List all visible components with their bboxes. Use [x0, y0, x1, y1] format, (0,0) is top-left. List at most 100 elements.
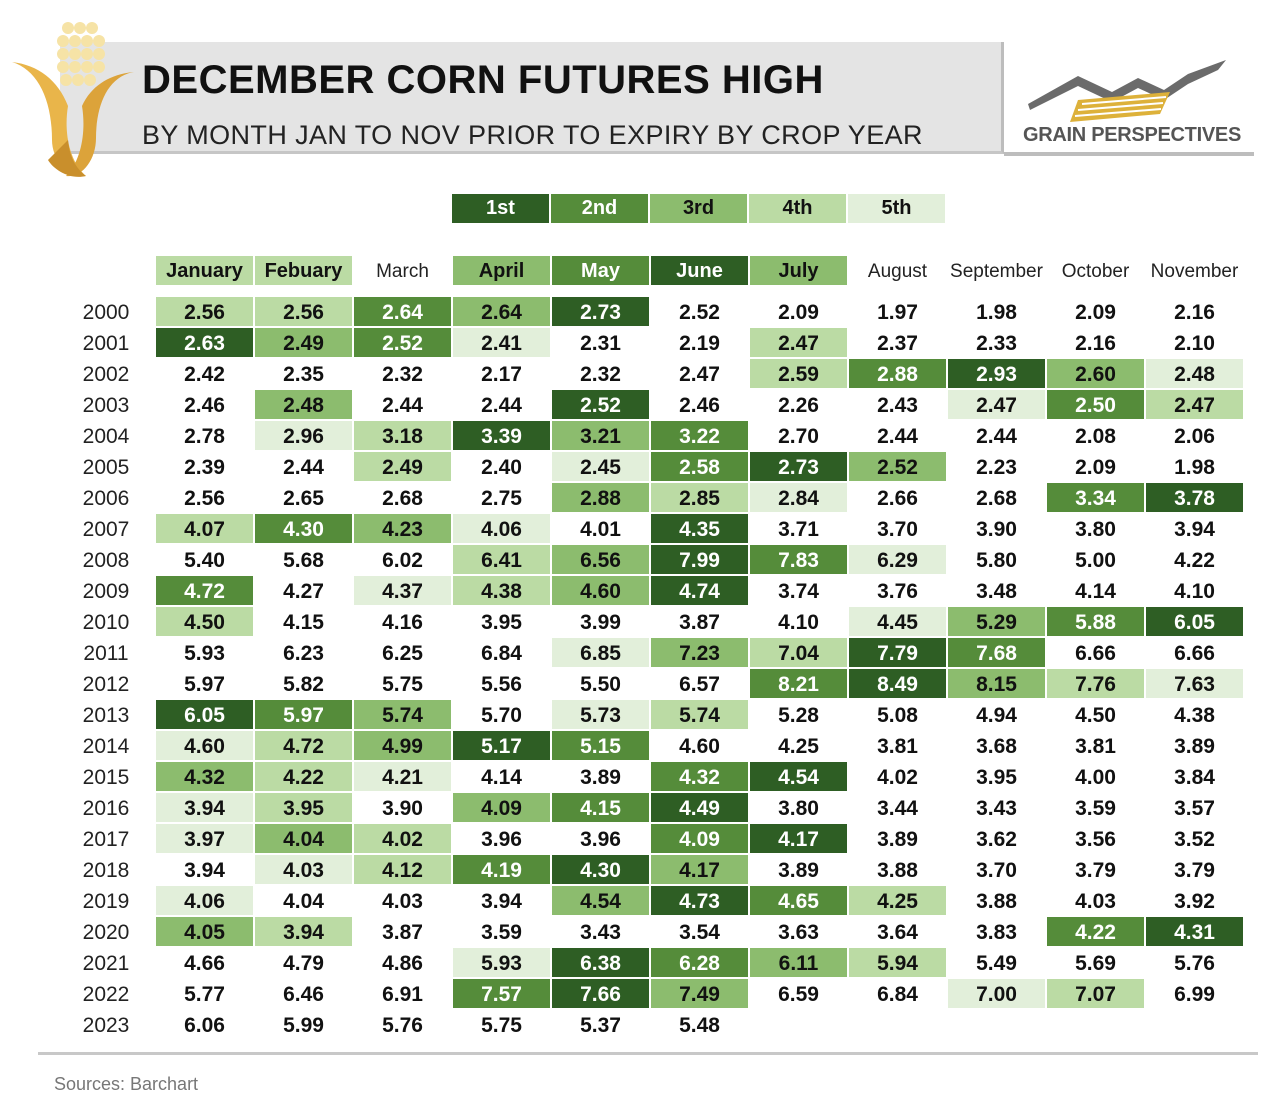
- cell-value-2017-january: 3.97: [184, 828, 225, 851]
- cell-value-2023-march: 5.76: [382, 1014, 423, 1037]
- cell-value-2014-may: 5.15: [580, 735, 621, 758]
- cell-value-2018-september: 3.70: [976, 859, 1017, 882]
- source-note: Sources: Barchart: [54, 1074, 199, 1094]
- cell-bg-2008-3: [453, 545, 550, 574]
- cell-value-2006-febuary: 2.65: [283, 487, 324, 510]
- brand-name: GRAIN PERSPECTIVES: [1023, 124, 1241, 146]
- cell-value-2014-june: 4.60: [679, 735, 720, 758]
- cell-value-2003-march: 2.44: [382, 394, 423, 417]
- cell-value-2022-august: 6.84: [877, 983, 918, 1006]
- cell-value-2020-may: 3.43: [580, 921, 621, 944]
- column-header-bg-febuary: [255, 256, 352, 285]
- row-year-2006: 2006: [83, 487, 130, 510]
- cell-value-2021-june: 6.28: [679, 952, 720, 975]
- cell-bg-2016-4: [552, 793, 649, 822]
- cell-value-2002-july: 2.59: [778, 363, 819, 386]
- cell-value-2019-march: 4.03: [382, 890, 423, 913]
- cell-bg-2015-2: [354, 762, 451, 791]
- cell-value-2003-august: 2.43: [877, 394, 918, 417]
- cell-value-2022-october: 7.07: [1075, 983, 1116, 1006]
- cell-value-2022-november: 6.99: [1174, 983, 1215, 1006]
- legend-item-3rd: 3rd: [650, 194, 747, 223]
- cell-value-2017-september: 3.62: [976, 828, 1017, 851]
- cell-value-2021-november: 5.76: [1174, 952, 1215, 975]
- cell-value-2018-july: 3.89: [778, 859, 819, 882]
- cell-bg-2021-5: [651, 948, 748, 977]
- cell-value-2008-march: 6.02: [382, 549, 423, 572]
- column-header-bg-may: [552, 256, 649, 285]
- cell-value-2010-may: 3.99: [580, 611, 621, 634]
- cell-value-2020-febuary: 3.94: [283, 921, 324, 944]
- cell-bg-2001-3: [453, 328, 550, 357]
- cell-value-2018-june: 4.17: [679, 859, 720, 882]
- cell-value-2013-october: 4.50: [1075, 704, 1116, 727]
- cell-value-2013-july: 5.28: [778, 704, 819, 727]
- cell-bg-2015-5: [651, 762, 748, 791]
- cell-value-2009-july: 3.74: [778, 580, 819, 603]
- legend-item-2nd: 2nd: [551, 194, 648, 223]
- cell-value-2017-febuary: 4.04: [283, 828, 324, 851]
- bottom-rule: [38, 1052, 1258, 1055]
- cell-bg-2003-1: [255, 390, 352, 419]
- cell-value-2014-febuary: 4.72: [283, 735, 324, 758]
- cell-value-2015-october: 4.00: [1075, 766, 1116, 789]
- cell-bg-2000-0: [156, 297, 253, 326]
- cell-value-2016-febuary: 3.95: [283, 797, 324, 820]
- row-year-2003: 2003: [83, 394, 130, 417]
- cell-bg-2009-3: [453, 576, 550, 605]
- cell-bg-2011-5: [651, 638, 748, 667]
- cell-value-2012-october: 7.76: [1075, 673, 1116, 696]
- cell-value-2005-october: 2.09: [1075, 456, 1116, 479]
- cell-value-2020-june: 3.54: [679, 921, 720, 944]
- cell-bg-2009-0: [156, 576, 253, 605]
- cell-bg-2004-4: [552, 421, 649, 450]
- cell-bg-2010-0: [156, 607, 253, 636]
- cell-bg-2006-6: [750, 483, 847, 512]
- cell-bg-2020-1: [255, 917, 352, 946]
- cell-value-2014-march: 4.99: [382, 735, 423, 758]
- cell-value-2004-febuary: 2.96: [283, 425, 324, 448]
- cell-bg-2003-9: [1047, 390, 1144, 419]
- cell-bg-2007-2: [354, 514, 451, 543]
- cell-bg-2021-7: [849, 948, 946, 977]
- cell-value-2008-july: 7.83: [778, 549, 819, 572]
- cell-value-2002-january: 2.42: [184, 363, 225, 386]
- column-header-march: March: [376, 261, 429, 282]
- cell-value-2019-august: 4.25: [877, 890, 918, 913]
- cell-value-2019-april: 3.94: [481, 890, 522, 913]
- cell-value-2015-august: 4.02: [877, 766, 918, 789]
- cell-value-2009-june: 4.74: [679, 580, 720, 603]
- column-header-july: July: [778, 260, 819, 282]
- cell-value-2008-january: 5.40: [184, 549, 225, 572]
- cell-value-2002-october: 2.60: [1075, 363, 1116, 386]
- row-year-2015: 2015: [83, 766, 130, 789]
- cell-bg-2014-1: [255, 731, 352, 760]
- cell-value-2022-september: 7.00: [976, 983, 1017, 1006]
- cell-bg-2012-6: [750, 669, 847, 698]
- cell-bg-2000-1: [255, 297, 352, 326]
- column-header-april: April: [479, 260, 525, 282]
- cell-value-2006-july: 2.84: [778, 487, 819, 510]
- cell-value-2004-november: 2.06: [1174, 425, 1215, 448]
- cell-value-2007-july: 3.71: [778, 518, 819, 541]
- cell-value-2016-june: 4.49: [679, 797, 720, 820]
- cell-value-2003-febuary: 2.48: [283, 394, 324, 417]
- cell-value-2021-october: 5.69: [1075, 952, 1116, 975]
- cell-value-2008-may: 6.56: [580, 549, 621, 572]
- cell-value-2019-may: 4.54: [580, 890, 621, 913]
- cell-value-2001-march: 2.52: [382, 332, 423, 355]
- cell-value-2002-june: 2.47: [679, 363, 720, 386]
- cell-value-2007-june: 4.35: [679, 518, 720, 541]
- cell-value-2019-november: 3.92: [1174, 890, 1215, 913]
- cell-value-2014-august: 3.81: [877, 735, 918, 758]
- cell-value-2007-april: 4.06: [481, 518, 522, 541]
- row-year-2009: 2009: [83, 580, 130, 603]
- column-header-febuary: Febuary: [265, 260, 344, 282]
- cell-value-2023-june: 5.48: [679, 1014, 720, 1037]
- cell-value-2008-june: 7.99: [679, 549, 720, 572]
- cell-value-2021-april: 5.93: [481, 952, 522, 975]
- cell-value-2010-august: 4.45: [877, 611, 918, 634]
- cell-value-2012-june: 6.57: [679, 673, 720, 696]
- cell-value-2020-august: 3.64: [877, 921, 918, 944]
- cell-value-2017-august: 3.89: [877, 828, 918, 851]
